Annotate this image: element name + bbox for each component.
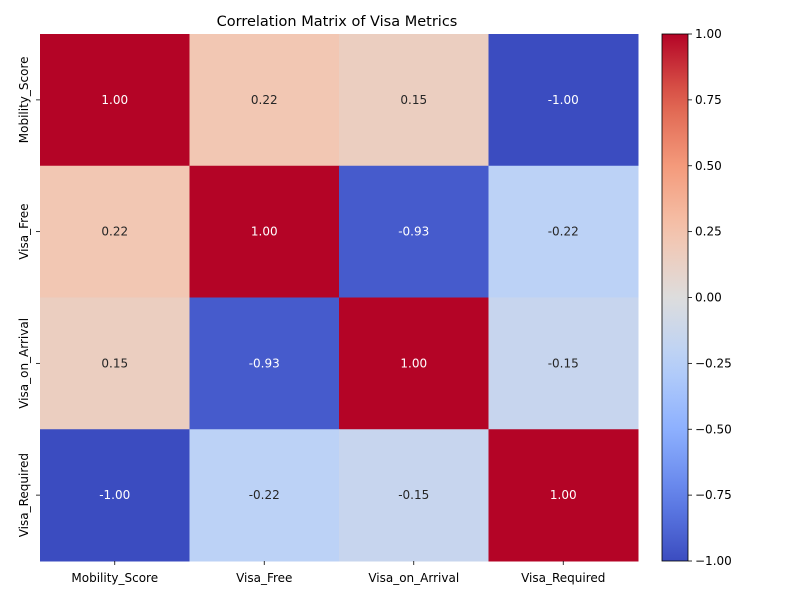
- y-tick-label: Visa_on_Arrival: [17, 318, 31, 409]
- cell-label-visa-on-arrival-visa-free: -0.93: [249, 356, 280, 370]
- x-axis: Mobility_Score Visa_Free Visa_on_Arrival Vi…: [71, 561, 605, 585]
- cell-visa-free-visa-free: [189, 165, 340, 298]
- cell-visa-required-mobility-score: [40, 429, 190, 562]
- cell-visa-on-arrival-mobility-score: [40, 297, 190, 430]
- colorbar-gradient: [662, 34, 688, 561]
- cell-visa-on-arrival-visa-required: [488, 297, 639, 430]
- cell-label-visa-free-mobility-score: 0.22: [101, 225, 128, 239]
- colorbar-tick-label: −0.75: [695, 488, 732, 502]
- colorbar-tick-label: 0.25: [695, 225, 722, 239]
- cell-label-visa-required-visa-on-arrival: -0.15: [398, 488, 429, 502]
- cell-mobility-score-visa-required: [488, 34, 639, 167]
- x-tick-label: Visa_Free: [236, 571, 292, 585]
- cell-label-mobility-score-visa-free: 0.22: [251, 93, 278, 107]
- x-tick-label: Visa_Required: [521, 571, 605, 585]
- colorbar-tick-label: −0.25: [695, 356, 732, 370]
- cell-label-mobility-score-visa-on-arrival: 0.15: [400, 93, 427, 107]
- cell-label-visa-free-visa-on-arrival: -0.93: [398, 225, 429, 239]
- cell-visa-free-visa-required: [488, 165, 639, 298]
- chart-title: Correlation Matrix of Visa Metrics: [217, 14, 458, 30]
- y-tick-label: Mobility_Score: [17, 57, 31, 144]
- cell-visa-on-arrival-visa-free: [189, 297, 340, 430]
- colorbar-tick-label: −1.00: [695, 554, 732, 568]
- cell-label-visa-on-arrival-mobility-score: 0.15: [101, 356, 128, 370]
- y-tick-label: Visa_Free: [17, 203, 31, 259]
- x-tick-label: Mobility_Score: [71, 571, 158, 585]
- colorbar: 1.00 0.75 0.50 0.25 0.00 −0.25 −0.50 −0.75 −1.00: [661, 27, 732, 568]
- cell-visa-free-mobility-score: [40, 165, 190, 298]
- y-axis: Mobility_Score Visa_Free Visa_on_Arrival Vi…: [17, 57, 40, 537]
- y-tick-label: Visa_Required: [17, 453, 31, 537]
- cell-visa-required-visa-required: [488, 429, 639, 562]
- cell-visa-on-arrival-visa-on-arrival: [339, 297, 489, 430]
- cell-visa-required-visa-on-arrival: [339, 429, 489, 562]
- colorbar-tick-label: −0.50: [695, 422, 732, 436]
- x-tick-label: Visa_on_Arrival: [368, 571, 459, 585]
- colorbar-tick-label: 0.50: [695, 159, 722, 173]
- cell-mobility-score-visa-free: [189, 34, 340, 167]
- colorbar-tick-label: 0.75: [695, 93, 722, 107]
- cell-label-visa-on-arrival-visa-required: -0.15: [548, 356, 579, 370]
- cell-label-mobility-score-visa-required: -1.00: [548, 93, 579, 107]
- heatmap-cell-labels: 1.00 0.22 0.15 -1.00 0.22 1.00 -0.93 -0.22 0.15 -…: [99, 93, 579, 502]
- colorbar-tick-label: 0.00: [695, 291, 722, 305]
- cell-label-visa-required-mobility-score: -1.00: [99, 488, 130, 502]
- cell-label-visa-free-visa-free: 1.00: [251, 225, 278, 239]
- cell-mobility-score-visa-on-arrival: [339, 34, 489, 167]
- cell-label-visa-free-visa-required: -0.22: [548, 225, 579, 239]
- heatmap-cells: [40, 34, 639, 562]
- cell-visa-required-visa-free: [189, 429, 340, 562]
- cell-visa-free-visa-on-arrival: [339, 165, 489, 298]
- cell-label-visa-on-arrival-visa-on-arrival: 1.00: [400, 356, 427, 370]
- colorbar-tick-label: 1.00: [695, 27, 722, 41]
- cell-label-mobility-score-mobility-score: 1.00: [101, 93, 128, 107]
- cell-mobility-score-mobility-score: [40, 34, 190, 167]
- cell-label-visa-required-visa-free: -0.22: [249, 488, 280, 502]
- cell-label-visa-required-visa-required: 1.00: [550, 488, 577, 502]
